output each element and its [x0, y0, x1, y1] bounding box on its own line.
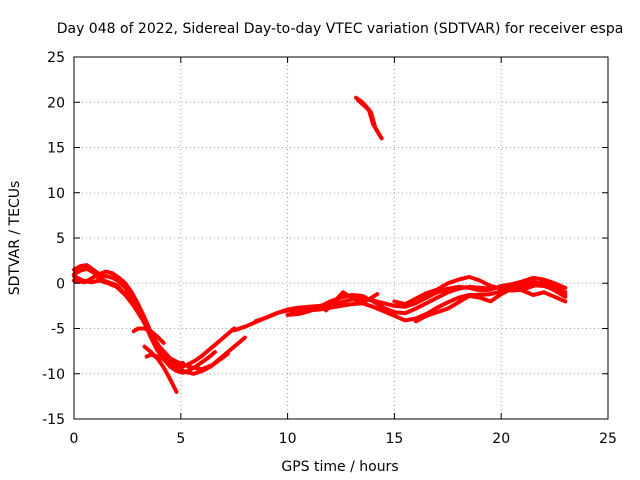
y-tick-label: 0	[56, 276, 65, 292]
series-track-5	[131, 326, 166, 345]
series-track-12	[413, 286, 568, 324]
data-series	[72, 95, 568, 394]
y-axis-label: SDTVAR / TECUs	[7, 181, 23, 296]
x-tick-label: 10	[279, 431, 297, 447]
y-tick-label: 10	[47, 186, 65, 202]
chart-title: Day 048 of 2022, Sidereal Day-to-day VTE…	[57, 21, 624, 37]
series-track-6	[142, 344, 179, 394]
y-tick-label: 5	[56, 231, 65, 247]
series-track-7	[144, 352, 185, 366]
y-tick-label: -10	[42, 367, 65, 383]
y-tick-label: -15	[42, 412, 65, 428]
y-tick-label: -5	[51, 322, 65, 338]
series-track-13	[324, 290, 380, 313]
y-tick-label: 20	[47, 95, 65, 111]
y-tick-label: 15	[47, 141, 65, 157]
axis-ticks: 0 5 10 15 20 25 -15 -10 -5 0 5 10 15 20 25	[42, 50, 617, 447]
x-axis-label: GPS time / hours	[281, 459, 398, 475]
series-track-4	[72, 274, 247, 372]
x-tick-label: 20	[492, 431, 510, 447]
grid-lines	[74, 57, 608, 419]
series-track-15	[356, 98, 384, 141]
x-tick-label: 5	[176, 431, 185, 447]
x-tick-label: 25	[599, 431, 617, 447]
x-tick-label: 0	[70, 431, 79, 447]
y-tick-label: 25	[47, 50, 65, 66]
x-tick-label: 15	[385, 431, 403, 447]
series-track-11	[392, 274, 568, 307]
